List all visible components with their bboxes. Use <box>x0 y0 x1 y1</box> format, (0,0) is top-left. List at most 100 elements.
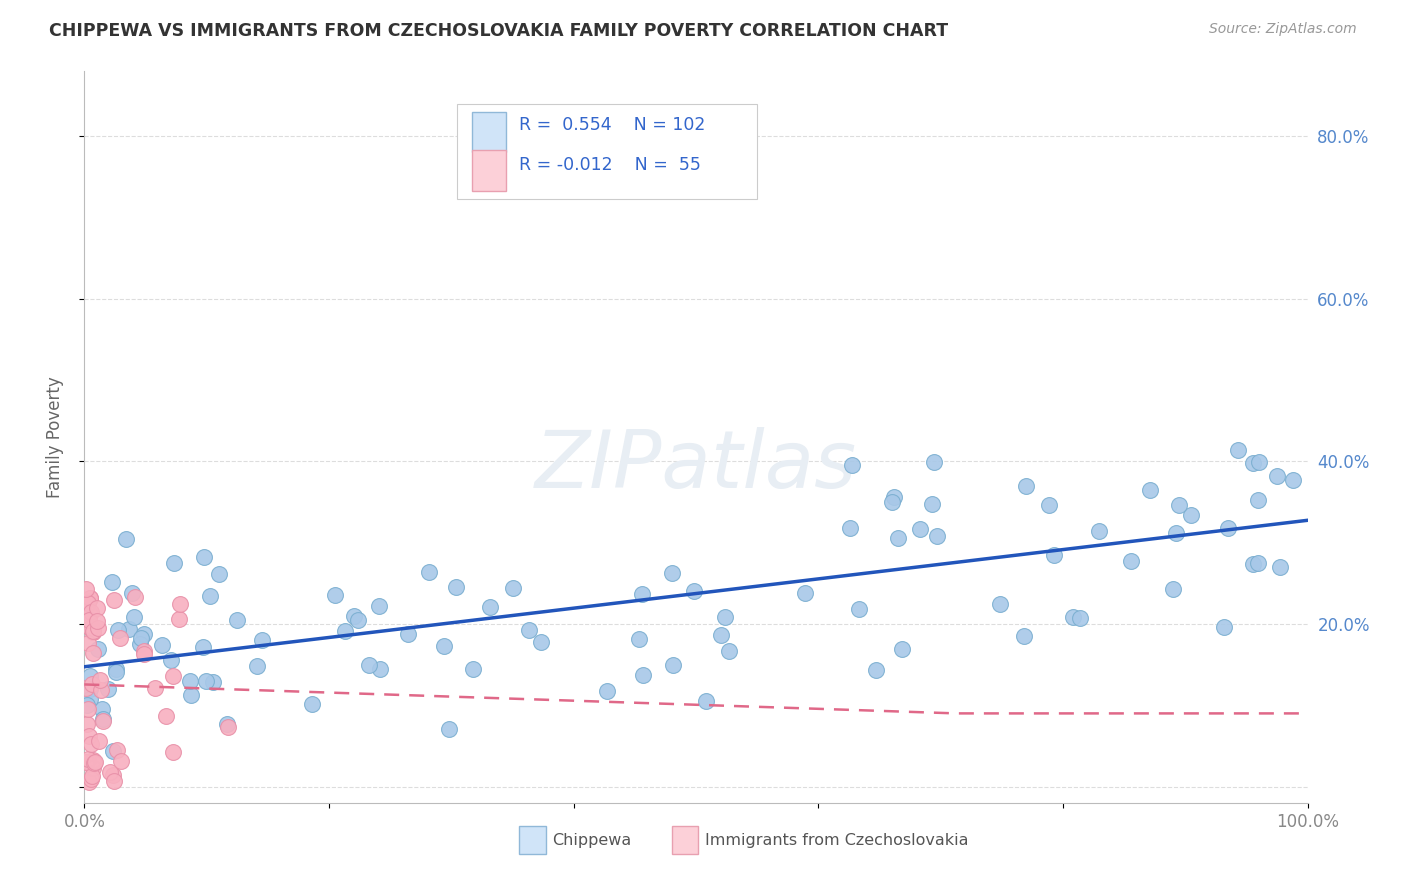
Point <box>77 635 100 649</box>
Point <box>596 683 619 698</box>
Point <box>695 694 717 708</box>
Point <box>79 591 101 605</box>
Point <box>662 658 685 673</box>
FancyBboxPatch shape <box>672 826 699 854</box>
Point <box>108 631 131 645</box>
Point <box>77 702 100 716</box>
Point <box>1268 560 1291 574</box>
Point <box>107 623 129 637</box>
Point <box>217 720 239 734</box>
Point <box>1043 548 1066 562</box>
Point <box>124 590 146 604</box>
Point <box>180 689 202 703</box>
Point <box>191 640 214 654</box>
Point <box>103 773 125 788</box>
Point <box>880 495 903 509</box>
Point <box>1139 483 1161 497</box>
Point <box>121 585 143 599</box>
Point <box>77 752 100 766</box>
Point <box>865 663 887 677</box>
Point <box>718 644 741 658</box>
Point <box>105 743 128 757</box>
Point <box>1241 456 1264 470</box>
Point <box>1088 524 1111 539</box>
Text: Immigrants from Czechoslovakia: Immigrants from Czechoslovakia <box>704 832 969 847</box>
Point <box>1213 620 1236 634</box>
Point <box>79 621 101 635</box>
Point <box>155 708 177 723</box>
Point <box>1241 557 1264 571</box>
Point <box>908 522 931 536</box>
Y-axis label: Family Poverty: Family Poverty <box>45 376 63 498</box>
Text: R =  0.554    N = 102: R = 0.554 N = 102 <box>519 116 704 134</box>
Point <box>86 614 108 628</box>
Point <box>367 599 389 613</box>
Point <box>988 597 1011 611</box>
Point <box>80 620 103 634</box>
Point <box>103 593 125 607</box>
Point <box>208 566 231 581</box>
Point <box>433 639 456 653</box>
Point <box>104 665 127 679</box>
Text: ZIPatlas: ZIPatlas <box>534 427 858 506</box>
Point <box>90 682 112 697</box>
FancyBboxPatch shape <box>472 112 506 152</box>
Point <box>80 677 103 691</box>
Point <box>927 529 949 543</box>
Point <box>198 589 221 603</box>
Point <box>891 642 914 657</box>
Point <box>82 761 104 775</box>
Point <box>179 673 201 688</box>
Point <box>325 588 347 602</box>
Point <box>444 580 467 594</box>
Point <box>79 607 101 621</box>
Point <box>883 490 905 504</box>
FancyBboxPatch shape <box>519 826 546 854</box>
Point <box>1069 611 1091 625</box>
Point <box>82 625 104 640</box>
Point <box>1281 473 1303 487</box>
Point <box>79 692 101 706</box>
Point <box>418 565 440 579</box>
Point <box>194 674 217 689</box>
Point <box>1168 499 1191 513</box>
Point <box>333 624 356 638</box>
Point <box>79 669 101 683</box>
Point <box>1180 508 1202 522</box>
Point <box>1119 554 1142 568</box>
Point <box>1015 478 1038 492</box>
Point <box>1062 609 1084 624</box>
Point <box>250 633 273 648</box>
Text: CHIPPEWA VS IMMIGRANTS FROM CZECHOSLOVAKIA FAMILY POVERTY CORRELATION CHART: CHIPPEWA VS IMMIGRANTS FROM CZECHOSLOVAK… <box>49 22 948 40</box>
Point <box>91 713 114 727</box>
Point <box>1247 492 1270 507</box>
Point <box>437 722 460 736</box>
Point <box>631 667 654 681</box>
Point <box>841 458 863 472</box>
Point <box>1161 582 1184 596</box>
Point <box>1012 629 1035 643</box>
Point <box>79 591 101 605</box>
Point <box>84 756 107 770</box>
Point <box>110 754 132 768</box>
Point <box>530 635 553 649</box>
Point <box>79 681 101 696</box>
Point <box>848 602 870 616</box>
Point <box>82 624 104 639</box>
Point <box>76 717 98 731</box>
Point <box>159 653 181 667</box>
Point <box>630 587 652 601</box>
Point <box>90 702 112 716</box>
Point <box>226 613 249 627</box>
Point <box>347 613 370 627</box>
Point <box>1247 557 1270 571</box>
Point <box>343 609 366 624</box>
Point <box>77 596 100 610</box>
Point <box>131 631 153 645</box>
Point <box>77 774 100 789</box>
FancyBboxPatch shape <box>472 151 506 191</box>
Point <box>921 497 943 511</box>
Point <box>368 662 391 676</box>
Point <box>886 531 908 545</box>
Point <box>839 521 862 535</box>
